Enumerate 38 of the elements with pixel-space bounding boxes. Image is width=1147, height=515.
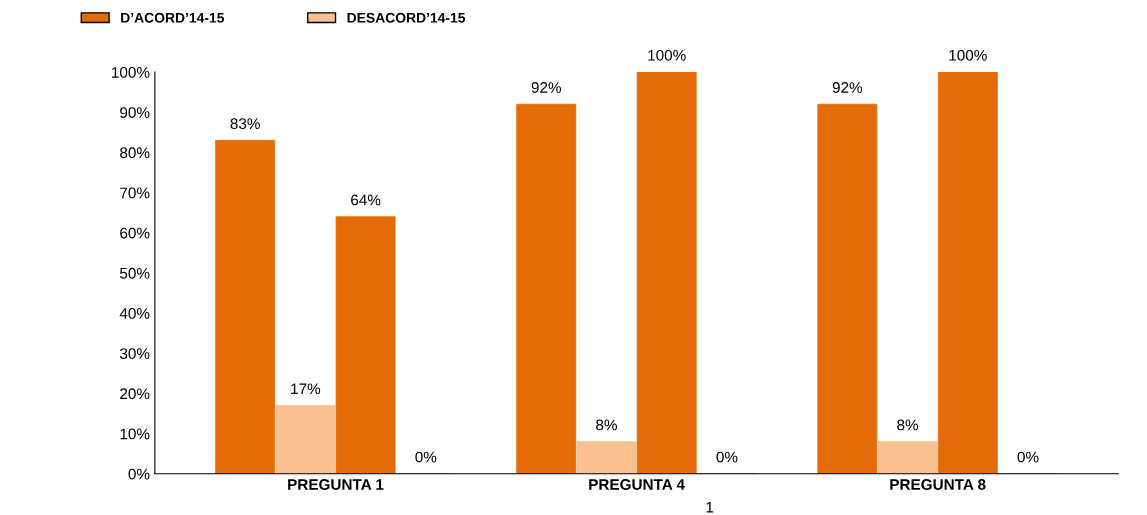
text: 64% [351, 194, 381, 206]
y-tick-label: 80% [120, 147, 150, 159]
bar [877, 441, 938, 474]
y-tick-label: 60% [120, 227, 150, 239]
text: 100% [949, 49, 987, 61]
y-tick-label: 100% [112, 66, 150, 78]
bar [516, 103, 577, 474]
y-tick-label: 50% [120, 267, 150, 279]
bar [576, 441, 637, 474]
bar [817, 103, 878, 474]
x-tick-label: PREGUNTA 4 [589, 479, 685, 490]
y-tick-label: 70% [120, 187, 150, 199]
text: 8% [596, 419, 617, 431]
y-tick-label: 30% [119, 348, 150, 359]
y-tick-label: 90% [120, 107, 150, 118]
text: 0% [716, 451, 738, 463]
legend-label: D’ACORD’14-15 [121, 12, 225, 23]
text: 92% [832, 82, 863, 93]
legend-label: DESACORD’14-15 [347, 12, 466, 23]
x-tick-label: PREGUNTA 8 [890, 479, 986, 490]
bar [636, 72, 697, 474]
text: 0% [1017, 451, 1039, 463]
bar [937, 72, 998, 474]
bar [275, 405, 336, 474]
text: 0% [415, 451, 437, 463]
text: 8% [897, 419, 919, 431]
bar [335, 216, 396, 474]
text: 92% [531, 82, 561, 93]
text: 83% [230, 118, 260, 130]
y-tick-label: 20% [120, 388, 150, 400]
x-tick-label: PREGUNTA 1 [288, 479, 384, 490]
y-tick-label: 10% [120, 428, 150, 440]
y-tick-label: 0% [128, 468, 150, 480]
text: 17% [291, 383, 321, 395]
text: 100% [648, 49, 686, 61]
text: 1 [706, 501, 714, 513]
y-tick-label: 40% [119, 307, 150, 319]
bar [215, 139, 276, 474]
